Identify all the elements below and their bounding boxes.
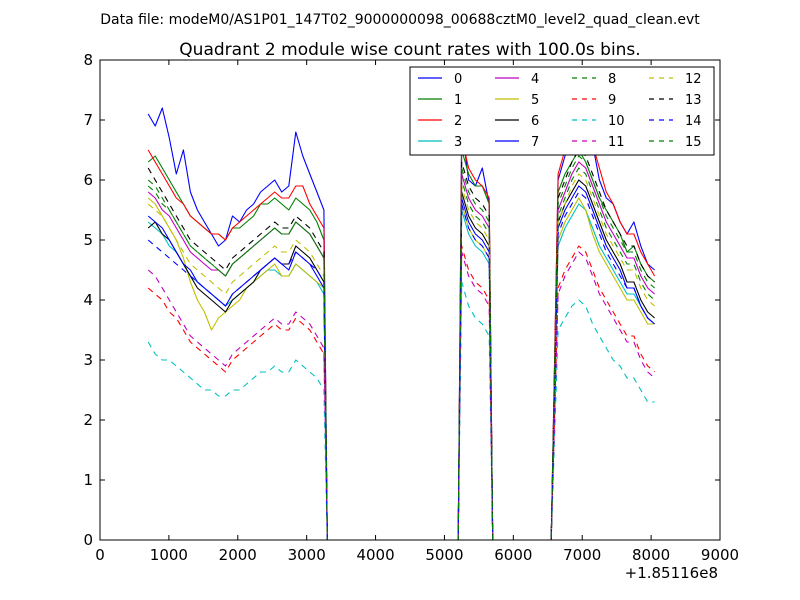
y-tick-label: 6	[83, 171, 93, 189]
series-line-15	[147, 155, 655, 540]
legend-label-10: 10	[608, 114, 625, 129]
series-line-6	[147, 179, 655, 540]
y-tick-label: 0	[83, 531, 93, 549]
series-line-4	[147, 161, 655, 540]
x-tick-label: 4000	[356, 546, 394, 564]
series-line-9	[147, 245, 655, 540]
y-tick-label: 4	[83, 291, 93, 309]
x-tick-label: 1000	[150, 546, 188, 564]
y-tick-label: 3	[83, 351, 93, 369]
legend-label-13: 13	[685, 93, 702, 108]
legend-label-4: 4	[531, 72, 539, 87]
legend-label-6: 6	[531, 114, 539, 129]
x-tick-label: 5000	[425, 546, 463, 564]
series-line-12	[147, 173, 655, 540]
chart-title: Quadrant 2 module wise count rates with …	[179, 40, 640, 60]
series-line-5	[147, 197, 655, 540]
legend-label-14: 14	[685, 114, 702, 129]
x-offset-label: +1.85116e8	[625, 564, 718, 582]
y-tick-label: 2	[83, 411, 93, 429]
legend-label-15: 15	[685, 135, 702, 150]
x-tick-label: 7000	[563, 546, 601, 564]
y-tick-label: 8	[83, 51, 93, 69]
legend-label-8: 8	[608, 72, 616, 87]
y-tick-label: 1	[83, 471, 93, 489]
legend-label-5: 5	[531, 93, 539, 108]
series-line-11	[147, 251, 655, 540]
legend-label-1: 1	[454, 93, 462, 108]
x-tick-label: 9000	[701, 546, 739, 564]
x-tick-label: 2000	[219, 546, 257, 564]
legend-frame	[409, 66, 715, 156]
axis-layer: 0 1000 2000 3000 4000 5000 6000 7000 8000 9000012…	[83, 51, 739, 564]
series-line-13	[147, 149, 655, 540]
series-line-14	[147, 191, 655, 540]
series-line-10	[147, 281, 655, 540]
legend-label-0: 0	[454, 72, 462, 87]
series-line-1	[147, 149, 655, 540]
series-line-2	[147, 107, 656, 540]
x-tick-label: 8000	[632, 546, 670, 564]
legend-label-12: 12	[685, 72, 702, 87]
legend-label-9: 9	[608, 93, 616, 108]
x-tick-label: 0	[95, 546, 105, 564]
y-tick-label: 5	[83, 231, 93, 249]
x-tick-label: 6000	[494, 546, 532, 564]
series-layer	[147, 101, 656, 540]
legend-label-2: 2	[454, 114, 462, 129]
legend-label-11: 11	[608, 135, 625, 150]
y-tick-label: 7	[83, 111, 93, 129]
legend-label-7: 7	[531, 135, 539, 150]
series-line-3	[147, 203, 655, 540]
x-tick-label: 3000	[288, 546, 326, 564]
series-line-8	[147, 167, 655, 540]
chart-suptitle: Data file: modeM0/AS1P01_147T02_90000000…	[100, 12, 700, 28]
legend-label-3: 3	[454, 135, 462, 150]
